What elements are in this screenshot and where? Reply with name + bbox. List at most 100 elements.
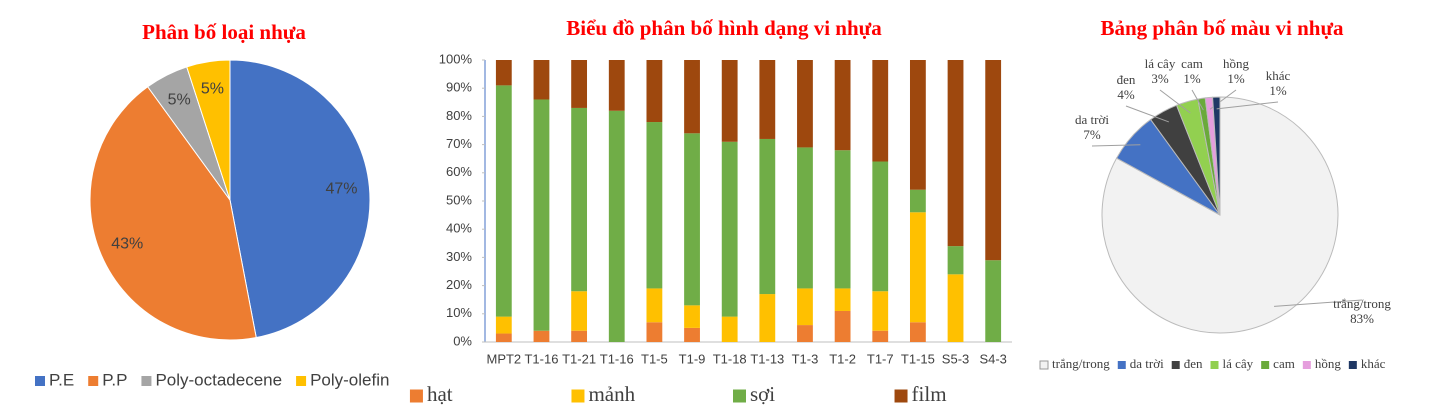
legend-label: lá cây (1223, 356, 1254, 371)
bar-segment (608, 60, 625, 111)
bar-segment (721, 141, 738, 317)
legend-swatch (35, 376, 45, 386)
x-tick-label: T1-7 (867, 351, 894, 366)
leader-line (1125, 105, 1170, 123)
bar-segment (834, 310, 851, 342)
legend-swatch (1261, 361, 1270, 369)
bar-segment (834, 288, 851, 311)
bar-segment (909, 60, 926, 190)
y-tick-label: 100% (439, 51, 473, 66)
bar-segment (985, 260, 1002, 342)
y-tick-label: 50% (446, 192, 472, 207)
bar-segment (646, 322, 663, 342)
bar-segment (759, 138, 776, 295)
x-tick-label: T1-15 (901, 351, 935, 366)
x-tick-label: T1-16 (600, 351, 634, 366)
data-label: 5% (168, 91, 191, 108)
legend-swatch (571, 389, 585, 403)
legend-label: P.E (49, 370, 74, 389)
bar-segment (872, 60, 889, 162)
chart-title: Biểu đồ phân bố hình dạng vi nhựa (566, 16, 882, 40)
y-tick-label: 0% (453, 333, 472, 348)
bar-segment (947, 246, 964, 275)
chart-title: Phân bố loại nhựa (142, 20, 306, 44)
legend-swatch (141, 376, 152, 386)
data-label: 4% (1117, 87, 1135, 102)
legend-label: mảnh (588, 382, 635, 406)
bar-segment (495, 60, 512, 86)
bar-segment (533, 60, 550, 100)
data-category: lá cây (1145, 56, 1176, 71)
bar-segment (909, 212, 926, 323)
data-label: 43% (111, 236, 143, 253)
legend-label: hồng (1315, 356, 1342, 371)
legend-swatch (1210, 361, 1219, 369)
leader-line (1159, 89, 1191, 114)
bar-segment (571, 330, 588, 342)
bar-segment (721, 316, 738, 342)
bar-segment (495, 316, 512, 334)
bar-segment (947, 60, 964, 247)
legend-label: Poly-olefin (310, 370, 389, 389)
leader-line (1216, 101, 1279, 110)
bar-segment (759, 294, 776, 342)
bar-segment (909, 322, 926, 342)
bar-segment (872, 330, 889, 342)
pie-slice (186, 59, 231, 201)
bar-segment (834, 60, 851, 151)
data-category: da trời (1075, 112, 1109, 127)
bar-segment (985, 60, 1002, 261)
data-label: 1% (1227, 71, 1245, 86)
bar-segment (646, 122, 663, 289)
pie-slice (1212, 96, 1221, 216)
y-tick-label: 40% (446, 221, 472, 236)
legend-label: hạt (427, 382, 453, 406)
legend-swatch (88, 376, 99, 386)
bar-segment (646, 60, 663, 123)
legend-swatch (1171, 361, 1180, 369)
legend-label: khác (1361, 356, 1386, 371)
data-label: 83% (1350, 311, 1374, 326)
legend-label: P.P (102, 370, 127, 389)
y-tick-label: 90% (446, 80, 472, 95)
leader-line (1191, 89, 1204, 111)
legend-label: da trời (1130, 356, 1164, 371)
data-label: 7% (1083, 127, 1101, 142)
bar-segment (684, 305, 700, 328)
legend-swatch (1039, 360, 1049, 370)
legend-swatch (1348, 361, 1357, 369)
legend-swatch (733, 389, 746, 403)
data-label: 3% (1151, 71, 1169, 86)
legend-swatch (894, 389, 908, 403)
data-label: 1% (1269, 83, 1287, 98)
x-tick-label: T1-5 (641, 351, 668, 366)
bar-segment (834, 150, 851, 289)
bar-segment (571, 60, 588, 108)
bar-segment (646, 288, 663, 323)
bar-segment (495, 85, 512, 317)
y-tick-label: 10% (446, 305, 472, 320)
x-tick-label: S5-3 (942, 351, 969, 366)
x-tick-label: T1-13 (750, 351, 784, 366)
data-category: hồng (1223, 56, 1250, 71)
x-tick-label: T1-3 (792, 351, 819, 366)
y-tick-label: 20% (446, 277, 472, 292)
x-tick-label: T1-16 (524, 351, 558, 366)
legend-swatch (296, 376, 307, 386)
x-tick-label: T1-18 (713, 351, 747, 366)
legend-swatch (1117, 361, 1126, 369)
bar-segment (797, 288, 813, 326)
legend-label: sợi (750, 382, 775, 406)
x-tick-label: T1-21 (562, 351, 596, 366)
bar-segment (947, 274, 964, 342)
bar-segment (797, 147, 813, 289)
chart-title: Bảng phân bố màu vi nhựa (1100, 16, 1344, 40)
data-category: trắng/trong (1333, 296, 1391, 311)
x-tick-label: S4-3 (979, 351, 1006, 366)
legend-label: trắng/trong (1052, 356, 1110, 371)
y-tick-label: 70% (446, 136, 472, 151)
leader-line (1274, 299, 1363, 307)
y-tick-label: 80% (446, 108, 472, 123)
y-tick-label: 30% (446, 249, 472, 264)
bar-segment (684, 133, 700, 306)
